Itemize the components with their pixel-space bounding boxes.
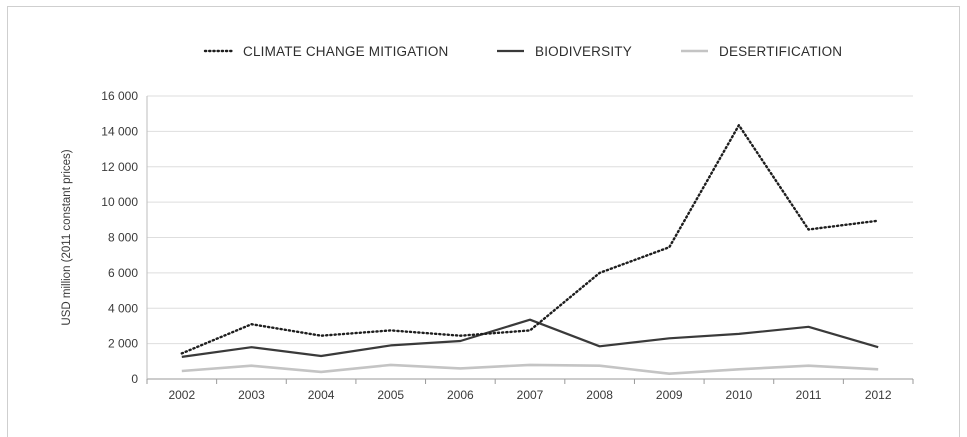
y-tick-label: 4 000 bbox=[108, 301, 138, 315]
x-tick-label: 2002 bbox=[168, 388, 195, 402]
x-tick-label: 2005 bbox=[377, 388, 404, 402]
x-tick-label: 2007 bbox=[517, 388, 544, 402]
gridlines bbox=[146, 95, 913, 380]
chart-frame bbox=[7, 6, 960, 437]
x-axis-ticks: 2002 2003 2004 2005 2006 2007 2008 2009 2010 2011… bbox=[146, 379, 914, 402]
x-tick-label: 2006 bbox=[447, 388, 474, 402]
series-line-climate-change-mitigation bbox=[180, 123, 880, 355]
legend-label: DESERTIFICATION bbox=[719, 44, 842, 59]
x-tick-label: 2012 bbox=[865, 388, 892, 402]
y-axis-label: USD million (2011 constant prices) bbox=[61, 149, 73, 325]
x-tick-label: 2004 bbox=[308, 388, 335, 402]
y-tick-label: 16 000 bbox=[101, 89, 138, 103]
y-axis-ticks: 0 2 000 4 000 6 000 8 000 10 000 12 000 14 000 1… bbox=[101, 89, 138, 386]
x-tick-label: 2009 bbox=[656, 388, 683, 402]
x-tick-label: 2008 bbox=[586, 388, 613, 402]
series-lines bbox=[180, 123, 880, 376]
x-tick-label: 2003 bbox=[238, 388, 265, 402]
legend: CLIMATE CHANGE MITIGATION BIODIVERSITY DES… bbox=[203, 44, 842, 59]
legend-label: BIODIVERSITY bbox=[535, 44, 632, 59]
y-tick-label: 0 bbox=[131, 372, 138, 386]
series-line-biodiversity bbox=[181, 318, 879, 358]
y-tick-label: 8 000 bbox=[108, 231, 138, 245]
x-tick-label: 2010 bbox=[726, 388, 753, 402]
series-line-desertification bbox=[181, 363, 879, 376]
y-tick-label: 6 000 bbox=[108, 266, 138, 280]
y-tick-label: 10 000 bbox=[101, 195, 138, 209]
y-tick-label: 12 000 bbox=[101, 160, 138, 174]
legend-label: CLIMATE CHANGE MITIGATION bbox=[243, 44, 449, 59]
y-tick-label: 14 000 bbox=[101, 124, 138, 138]
y-tick-label: 2 000 bbox=[108, 337, 138, 351]
x-tick-label: 2011 bbox=[796, 388, 822, 402]
